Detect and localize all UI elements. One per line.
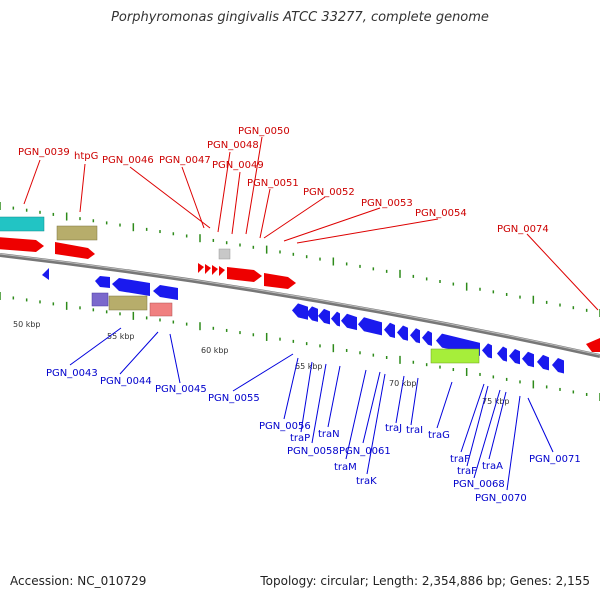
gene-label[interactable]: PGN_0054 xyxy=(415,208,467,219)
gene-label[interactable]: traP xyxy=(290,433,310,444)
gene-label[interactable]: PGN_0047 xyxy=(159,155,211,166)
scale-label: 55 kbp xyxy=(107,332,135,341)
gene-htpg[interactable] xyxy=(55,242,95,259)
gene-label[interactable]: PGN_0061 xyxy=(339,446,391,457)
accession-label: Accession: NC_010729 xyxy=(10,574,147,588)
reverse-genes xyxy=(42,268,564,374)
gene-grey[interactable] xyxy=(218,248,231,260)
reverse-gene-arrow[interactable] xyxy=(422,330,432,346)
scale-label: 50 kbp xyxy=(13,320,41,329)
forward-genes xyxy=(0,216,600,352)
gene-pgn-0039[interactable] xyxy=(0,237,44,252)
reverse-gene-arrow[interactable] xyxy=(306,306,318,322)
gene-small-blue[interactable] xyxy=(42,268,49,280)
gene-label[interactable]: PGN_0043 xyxy=(46,368,98,379)
reverse-gene-arrow[interactable] xyxy=(384,322,395,339)
reverse-gene-arrow[interactable] xyxy=(318,308,330,325)
gene-pgn-0043[interactable] xyxy=(95,276,110,288)
map-title: Porphyromonas gingivalis ATCC 33277, com… xyxy=(111,10,489,25)
gene-label[interactable]: PGN_0045 xyxy=(155,384,207,395)
reverse-gene-arrow[interactable] xyxy=(509,348,520,365)
gene-label[interactable]: PGN_0049 xyxy=(212,160,264,171)
gene-htpg-olive[interactable] xyxy=(56,225,98,241)
inner-tick-row xyxy=(0,292,600,401)
gene-pgn-0047[interactable] xyxy=(205,264,211,274)
gene-pgn-0050[interactable] xyxy=(227,267,262,282)
gene-label[interactable]: PGN_0068 xyxy=(453,479,505,490)
reverse-gene-arrow[interactable] xyxy=(331,311,340,327)
outer-tick-row xyxy=(0,202,600,317)
gene-label[interactable]: htpG xyxy=(74,151,98,162)
gene-label[interactable]: traJ xyxy=(385,423,402,434)
gene-pgn-0046[interactable] xyxy=(198,263,204,273)
scale-label: 60 kbp xyxy=(201,346,229,355)
gene-label[interactable]: traF xyxy=(457,466,477,477)
scale-label: 65 kbp xyxy=(295,362,323,371)
gene-label[interactable]: traF xyxy=(450,454,470,465)
gene-pgn-0044[interactable] xyxy=(112,278,150,296)
reverse-gene-arrow[interactable] xyxy=(410,328,420,344)
gene-label[interactable]: traN xyxy=(318,429,340,440)
reverse-leader-lines xyxy=(69,327,554,491)
reverse-gene-arrow[interactable] xyxy=(522,351,534,368)
reverse-gene-chain xyxy=(292,303,564,374)
gene-label[interactable]: traA xyxy=(482,461,503,472)
gene-label[interactable]: traK xyxy=(356,476,377,487)
gene-label[interactable]: PGN_0056 xyxy=(259,421,311,432)
reverse-labels: PGN_0043 PGN_0044 PGN_0045 PGN_0055 PGN_… xyxy=(46,368,581,504)
gene-pgn-0048[interactable] xyxy=(212,265,218,275)
gene-label[interactable]: PGN_0050 xyxy=(238,126,290,137)
scale-label: 75 kbp xyxy=(482,397,510,406)
gene-label[interactable]: PGN_0058 xyxy=(287,446,339,457)
gene-pgn-0074[interactable] xyxy=(586,338,600,352)
gene-pink[interactable] xyxy=(149,302,173,317)
reverse-gene-arrow[interactable] xyxy=(552,358,564,374)
gene-label[interactable]: traI xyxy=(406,425,423,436)
gene-pgn-0051[interactable] xyxy=(264,273,296,289)
reverse-gene-arrow[interactable] xyxy=(341,313,357,331)
reverse-gene-arrow[interactable] xyxy=(397,325,408,341)
gene-pgn-0045[interactable] xyxy=(153,285,178,300)
gene-label[interactable]: PGN_0055 xyxy=(208,393,260,404)
reverse-gene-arrow[interactable] xyxy=(537,354,549,371)
gene-label[interactable]: PGN_0048 xyxy=(207,140,259,151)
gene-label[interactable]: traM xyxy=(334,462,357,473)
gene-label[interactable]: PGN_0044 xyxy=(100,376,152,387)
gene-olive-2[interactable] xyxy=(108,295,148,311)
gene-label[interactable]: PGN_0070 xyxy=(475,493,527,504)
reverse-gene-arrow[interactable] xyxy=(358,317,382,336)
gene-label[interactable]: PGN_0052 xyxy=(303,187,355,198)
gene-label[interactable]: PGN_0053 xyxy=(361,198,413,209)
gene-lime[interactable] xyxy=(430,348,480,364)
genome-backbone-highlight xyxy=(0,253,600,356)
gene-label[interactable]: PGN_0071 xyxy=(529,454,581,465)
gene-cyan[interactable] xyxy=(0,216,45,232)
reverse-gene-arrow[interactable] xyxy=(292,303,308,320)
gene-label[interactable]: PGN_0051 xyxy=(247,178,299,189)
gene-label[interactable]: PGN_0039 xyxy=(18,147,70,158)
gene-pgn-0049[interactable] xyxy=(219,266,225,276)
gene-purple[interactable] xyxy=(91,292,109,307)
genome-backbone xyxy=(0,253,600,358)
genome-summary: Topology: circular; Length: 2,354,886 bp… xyxy=(260,574,590,588)
gene-label[interactable]: PGN_0074 xyxy=(497,224,549,235)
gene-label[interactable]: traG xyxy=(428,430,450,441)
forward-labels: PGN_0039 htpG PGN_0046 PGN_0047 PGN_0048… xyxy=(18,126,549,235)
gene-label[interactable]: PGN_0046 xyxy=(102,155,154,166)
reverse-gene-arrow[interactable] xyxy=(497,346,507,362)
forward-leader-lines xyxy=(23,136,599,311)
reverse-gene-arrow[interactable] xyxy=(482,343,492,359)
